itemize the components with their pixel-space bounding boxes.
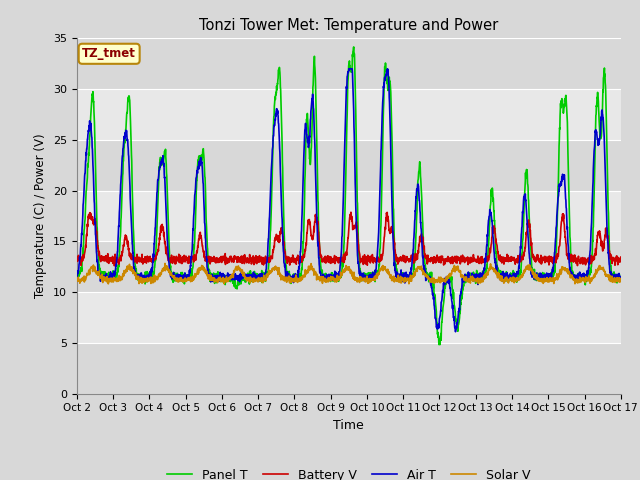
Bar — [77, 191, 621, 241]
Air T — [365, 273, 372, 279]
Air T — [584, 269, 592, 275]
Text: TZ_tmet: TZ_tmet — [82, 47, 136, 60]
Battery V — [570, 252, 577, 258]
Air T — [225, 275, 232, 281]
Panel T — [617, 278, 625, 284]
Solar V — [377, 265, 385, 271]
Solar V — [508, 277, 515, 283]
Line: Air T: Air T — [77, 69, 621, 332]
Title: Tonzi Tower Met: Temperature and Power: Tonzi Tower Met: Temperature and Power — [199, 18, 499, 33]
Battery V — [617, 254, 625, 260]
Battery V — [347, 209, 355, 215]
Air T — [617, 274, 625, 280]
Battery V — [508, 254, 515, 260]
Panel T — [508, 276, 515, 281]
Line: Panel T: Panel T — [77, 47, 621, 345]
Solar V — [570, 275, 577, 280]
Battery V — [73, 255, 81, 261]
Air T — [73, 274, 81, 279]
Legend: Panel T, Battery V, Air T, Solar V: Panel T, Battery V, Air T, Solar V — [163, 464, 535, 480]
Bar — [77, 38, 621, 89]
Bar — [77, 89, 621, 140]
Bar — [77, 140, 621, 191]
Solar V — [225, 275, 233, 281]
Panel T — [570, 270, 577, 276]
Air T — [570, 274, 577, 280]
Battery V — [584, 259, 592, 264]
Battery V — [225, 256, 232, 262]
Solar V — [365, 277, 372, 283]
Panel T — [584, 272, 592, 277]
Air T — [508, 277, 515, 283]
Battery V — [365, 258, 372, 264]
Solar V — [161, 261, 169, 266]
Bar — [77, 241, 621, 292]
Panel T — [365, 270, 372, 276]
X-axis label: Time: Time — [333, 419, 364, 432]
Solar V — [73, 277, 81, 283]
Panel T — [376, 239, 384, 245]
Panel T — [225, 276, 232, 282]
Battery V — [111, 263, 118, 269]
Solar V — [617, 276, 625, 282]
Battery V — [377, 256, 385, 262]
Air T — [345, 66, 353, 72]
Line: Battery V: Battery V — [77, 212, 621, 266]
Line: Solar V: Solar V — [77, 264, 621, 284]
Solar V — [104, 281, 112, 287]
Air T — [376, 171, 384, 177]
Panel T — [350, 44, 358, 50]
Bar — [77, 343, 621, 394]
Air T — [452, 329, 460, 335]
Bar — [77, 292, 621, 343]
Y-axis label: Temperature (C) / Power (V): Temperature (C) / Power (V) — [35, 134, 47, 298]
Panel T — [73, 269, 81, 275]
Solar V — [584, 278, 592, 284]
Panel T — [436, 342, 444, 348]
